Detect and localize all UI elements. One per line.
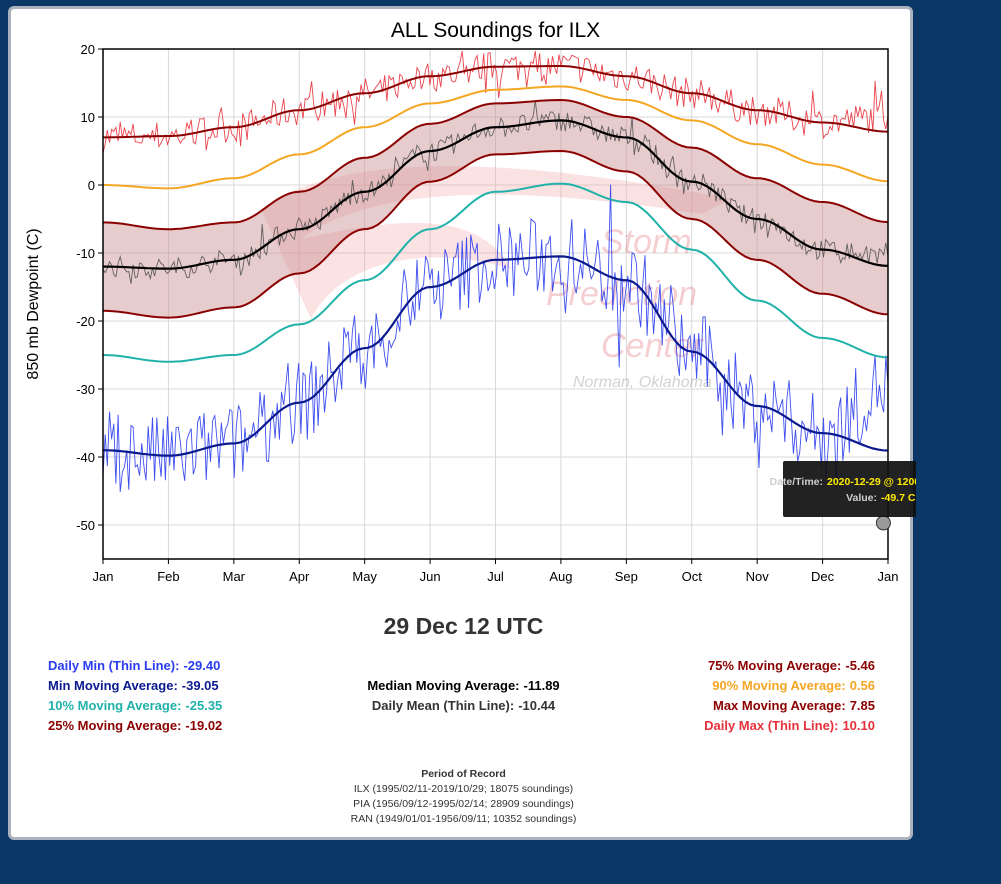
dewpoint-chart[interactable]: ALL Soundings for ILXStormPredictionCent… xyxy=(11,9,916,609)
stat-max-moving-average: Max Moving Average: 7.85 xyxy=(713,698,875,713)
series-25pct-moving-average xyxy=(102,149,889,319)
stat-10-moving-average: 10% Moving Average: -25.35 xyxy=(48,698,223,713)
x-tick-label: Oct xyxy=(682,569,703,584)
highlight-point xyxy=(875,515,891,531)
x-tick-label: Sep xyxy=(615,569,638,584)
y-tick-label: 20 xyxy=(81,42,95,57)
series-daily-min-thin-line xyxy=(102,184,889,492)
y-tick-label: -30 xyxy=(76,382,95,397)
stat-daily-max: Daily Max (Thin Line): 10.10 xyxy=(704,718,875,733)
period-of-record-heading: Period of Record xyxy=(421,768,506,780)
y-tick-label: 10 xyxy=(81,110,95,125)
tooltip-datetime-value: 2020-12-29 @ 1200 UTC xyxy=(827,476,916,488)
watermark-text: Center xyxy=(601,327,705,365)
series-10pct-moving-average xyxy=(102,182,889,363)
period-of-record-line: PIA (1956/09/12-1995/02/14; 28909 soundi… xyxy=(353,798,574,810)
period-of-record-line: ILX (1995/02/11-2019/10/29; 18075 soundi… xyxy=(353,783,574,795)
y-tick-label: -20 xyxy=(76,314,95,329)
y-tick-label: -50 xyxy=(76,518,95,533)
y-tick-label: -10 xyxy=(76,246,95,261)
stat-daily-mean: Daily Mean (Thin Line): -10.44 xyxy=(371,698,556,713)
watermark-text: Storm xyxy=(601,223,692,261)
x-tick-label: Aug xyxy=(549,569,572,584)
x-tick-label: Jan xyxy=(878,569,899,584)
series-daily-max-thin-line xyxy=(102,50,889,154)
tooltip-datetime-label: Date/Time: xyxy=(770,476,824,488)
watermark-text: Norman, Oklahoma xyxy=(573,374,712,391)
x-tick-label: Jun xyxy=(420,569,441,584)
series-75pct-moving-average xyxy=(102,98,889,231)
stat-daily-min: Daily Min (Thin Line): -29.40 xyxy=(48,658,221,673)
series-max-moving-average xyxy=(103,65,889,139)
y-tick-label: -40 xyxy=(76,450,95,465)
x-tick-label: Jan xyxy=(93,569,114,584)
selected-time: 29 Dec 12 UTC xyxy=(383,613,544,639)
period-of-record: Period of Record ILX (1995/02/11-2019/10… xyxy=(11,767,916,827)
tooltip-value-label: Value: xyxy=(846,492,877,504)
tooltip: Date/Time:2020-12-29 @ 1200 UTC Value: -49… xyxy=(770,461,916,517)
x-tick-label: May xyxy=(352,569,377,584)
band-25-75 xyxy=(103,100,888,318)
series-90pct-moving-average xyxy=(103,85,889,190)
series-min-moving-average xyxy=(102,255,889,457)
x-tick-label: Mar xyxy=(223,569,246,584)
tooltip-value-value: -49.7 C xyxy=(881,492,916,504)
x-tick-label: Feb xyxy=(157,569,179,584)
chart-title: ALL Soundings for ILX xyxy=(391,19,600,42)
watermark-swoosh xyxy=(261,166,731,319)
x-tick-label: Dec xyxy=(811,569,835,584)
stat-25-moving-average: 25% Moving Average: -19.02 xyxy=(48,718,223,733)
y-tick-label: 0 xyxy=(88,178,95,193)
series-median-moving-average xyxy=(103,119,889,270)
stat-90-moving-average: 90% Moving Average: 0.56 xyxy=(712,678,875,693)
tooltip-box xyxy=(783,461,916,517)
stat-median-moving-average: Median Moving Average: -11.89 xyxy=(367,678,560,693)
x-tick-label: Nov xyxy=(746,569,770,584)
stat-75-moving-average: 75% Moving Average: -5.46 xyxy=(707,658,875,673)
y-axis-label: 850 mb Dewpoint (C) xyxy=(25,228,42,379)
chart-panel: ALL Soundings for ILX Storm Prediction Cent… xyxy=(8,6,916,840)
period-of-record-line: RAN (1949/01/01-1956/09/11; 10352 soundi… xyxy=(350,813,577,825)
x-tick-label: Apr xyxy=(289,569,310,584)
stat-min-moving-average: Min Moving Average: -39.05 xyxy=(48,678,219,693)
x-tick-label: Jul xyxy=(487,569,504,584)
